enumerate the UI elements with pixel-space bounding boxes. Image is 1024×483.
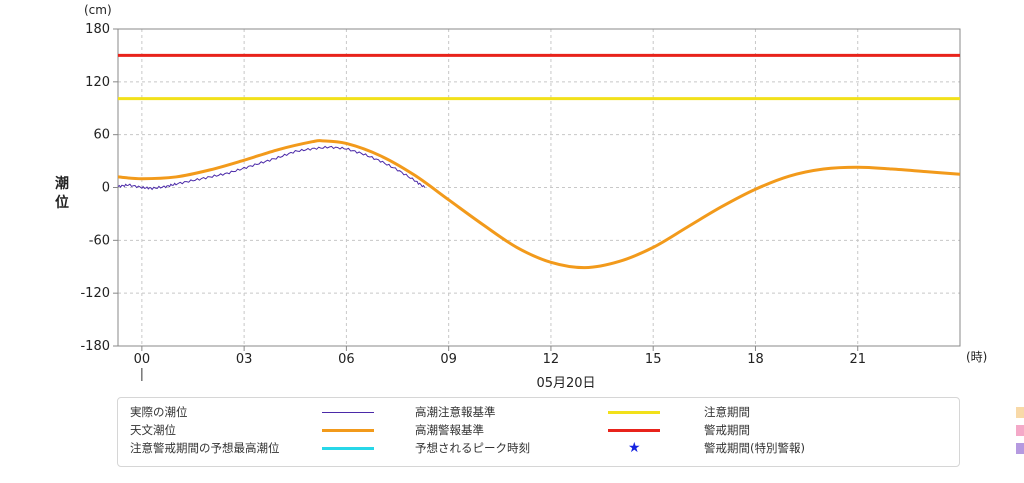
legend-label: 警戒期間(特別警報) (704, 441, 805, 455)
y-tick-label: 180 (85, 22, 110, 37)
x-tick-label: 15 (645, 352, 662, 367)
x-tick-labels: 00 03 06 09 12 15 18 21 (134, 352, 866, 367)
legend-line-marker (608, 411, 660, 414)
y-axis-label-line2: 位 (55, 194, 69, 211)
star-icon: ★ (628, 440, 641, 456)
y-tick-label: -180 (80, 339, 110, 354)
legend-label: 天文潮位 (130, 423, 176, 437)
y-tick-label: 60 (93, 128, 110, 143)
legend-swatch (1016, 425, 1024, 436)
legend-swatch (1016, 443, 1024, 454)
legend-label: 予想されるピーク時刻 (415, 441, 530, 455)
plot-frame (117, 28, 961, 347)
legend-label: 高潮注意報基準 (415, 405, 496, 419)
x-unit-label: (時) (966, 350, 987, 364)
y-tick-labels: 180 120 60 0 -60 -120 -180 (80, 22, 110, 354)
x-tick-label: 18 (747, 352, 764, 367)
y-unit-label: (cm) (84, 3, 112, 17)
series-astronomical-tide (117, 139, 961, 270)
tide-chart: 180 120 60 0 -60 -120 -180 00 03 06 09 12 15 18 21 (c… (55, 3, 987, 391)
grid (113, 28, 960, 351)
legend: 実際の潮位天文潮位注意警戒期間の予想最高潮位 高潮注意報基準 高潮警報基準予想される… (117, 397, 1024, 467)
y-axis-label-line1: 潮 (55, 175, 69, 192)
x-tick-label: 00 (134, 352, 151, 367)
threshold-lines (118, 53, 960, 101)
legend-label: 注意期間 (704, 405, 750, 419)
x-tick-label: 06 (338, 352, 355, 367)
date-label: 05月20日 (536, 376, 595, 391)
legend-label: 実際の潮位 (130, 405, 188, 419)
y-tick-label: -120 (80, 286, 110, 301)
x-tick-label: 09 (440, 352, 457, 367)
legend-label: 注意警戒期間の予想最高潮位 (130, 441, 280, 455)
legend-line-marker (322, 447, 374, 450)
y-tick-label: 0 (102, 181, 110, 196)
x-tick-label: 12 (543, 352, 560, 367)
legend-line-marker (322, 412, 374, 413)
series-lines (117, 139, 961, 270)
x-tick-label: 03 (236, 352, 253, 367)
x-tick-label: 21 (849, 352, 866, 367)
series-observed-tide (117, 145, 426, 191)
y-tick-label: 120 (85, 75, 110, 90)
legend-swatch (1016, 407, 1024, 418)
legend-line-marker (608, 429, 660, 432)
legend-line-marker (322, 429, 374, 432)
legend-label: 高潮警報基準 (415, 423, 484, 437)
legend-label: 警戒期間 (704, 423, 750, 437)
y-tick-label: -60 (89, 233, 110, 248)
